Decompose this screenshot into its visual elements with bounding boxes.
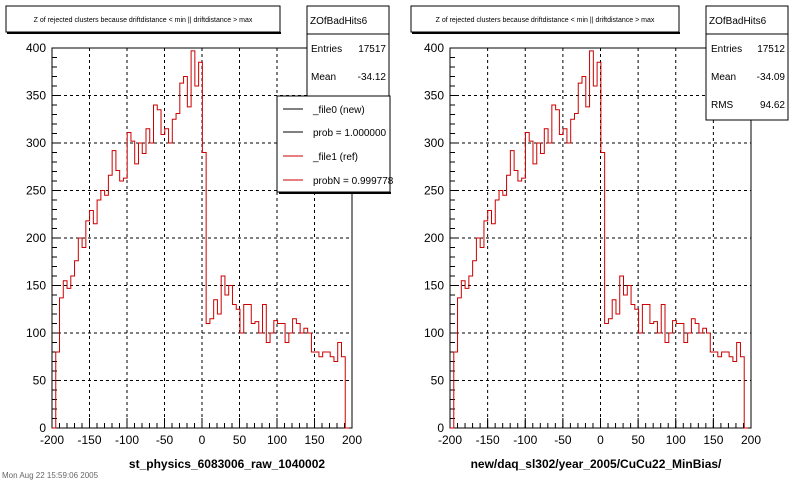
right-stats-box: ZOfBadHits6 Entries 17512 Mean -34.09 RM… <box>705 5 789 121</box>
right-y-tick-label: 350 <box>424 89 444 103</box>
left-x-tick-label: 150 <box>304 433 324 447</box>
left-x-tick-label: 200 <box>342 433 362 447</box>
right-stats-name: ZOfBadHits6 <box>709 16 767 27</box>
right-y-tick-label: 50 <box>431 374 445 388</box>
legend-entry-ref: _file1 (ref) <box>312 152 358 163</box>
right-x-axis-label: new/daq_sl302/year_2005/CuCu22_MinBias/ <box>471 457 722 471</box>
footer-timestamp: Mon Aug 22 15:59:06 2005 <box>2 471 99 480</box>
right-x-tick-label: -200 <box>438 433 462 447</box>
left-stats-entries-value: 17517 <box>358 44 386 55</box>
right-x-tick-label: 100 <box>666 433 686 447</box>
right-y-tick-label: 400 <box>424 41 444 55</box>
right-stats-rms-value: 94.62 <box>760 100 785 111</box>
left-axes: -200 -150 -100 -50 0 50 100 150 200 0 50 100 150 200 2… <box>26 41 362 447</box>
right-x-tick-label: -50 <box>554 433 572 447</box>
right-histogram-pad: Z of rejected clusters because driftdist… <box>410 5 789 471</box>
right-y-tick-label: 100 <box>424 326 444 340</box>
right-y-tick-label: 300 <box>424 136 444 150</box>
right-x-tick-label: 200 <box>741 433 761 447</box>
right-axes: -200 -150 -100 -50 0 50 100 150 200 0 50 100 150 200 2… <box>424 41 761 447</box>
right-x-tick-label: 0 <box>597 433 604 447</box>
left-stats-mean-label: Mean <box>311 72 336 83</box>
left-y-tick-label: 200 <box>26 231 46 245</box>
right-x-tick-label: 50 <box>631 433 645 447</box>
left-y-tick-label: 150 <box>26 279 46 293</box>
right-y-tick-label: 150 <box>424 279 444 293</box>
right-chart-title: Z of rejected clusters because driftdist… <box>436 17 655 24</box>
left-x-tick-label: 100 <box>267 433 287 447</box>
right-histogram-line <box>450 50 748 429</box>
left-y-tick-label: 50 <box>33 374 47 388</box>
right-stats-mean-value: -34.09 <box>757 72 786 83</box>
left-y-tick-label: 300 <box>26 136 46 150</box>
left-x-tick-label: 50 <box>233 433 247 447</box>
right-stats-entries-value: 17512 <box>757 44 785 55</box>
left-x-tick-label: -150 <box>77 433 101 447</box>
left-y-tick-label: 400 <box>26 41 46 55</box>
left-chart-title: Z of rejected clusters because driftdist… <box>34 17 253 24</box>
right-x-tick-label: -150 <box>476 433 500 447</box>
right-x-tick-label: -100 <box>513 433 537 447</box>
left-y-tick-label: 100 <box>26 326 46 340</box>
right-y-tick-label: 200 <box>424 231 444 245</box>
left-x-tick-label: -200 <box>40 433 64 447</box>
left-x-tick-label: 0 <box>199 433 206 447</box>
left-legend: _file0 (new) prob = 1.000000 _file1 (ref… <box>276 95 394 194</box>
left-y-tick-label: 0 <box>39 421 46 435</box>
right-y-tick-label: 0 <box>437 421 444 435</box>
legend-entry-probn: probN = 0.999778 <box>313 176 394 187</box>
left-y-tick-label: 350 <box>26 89 46 103</box>
legend-entry-new: _file0 (new) <box>312 105 365 116</box>
left-stats-mean-value: -34.12 <box>358 72 387 83</box>
left-x-axis-label: st_physics_6083006_raw_1040002 <box>129 457 325 471</box>
right-y-tick-label: 250 <box>424 184 444 198</box>
left-stats-box: ZOfBadHits6 Entries 17517 Mean -34.12 <box>306 5 390 101</box>
right-stats-rms-label: RMS <box>711 100 734 111</box>
right-x-tick-label: 150 <box>703 433 723 447</box>
left-histogram-pad: Z of rejected clusters because driftdist… <box>5 5 394 471</box>
right-stats-entries-label: Entries <box>711 44 742 55</box>
legend-entry-prob: prob = 1.000000 <box>313 128 387 139</box>
right-title-box: Z of rejected clusters because driftdist… <box>410 5 680 34</box>
left-stats-name: ZOfBadHits6 <box>310 16 368 27</box>
left-y-tick-label: 250 <box>26 184 46 198</box>
right-stats-mean-label: Mean <box>711 72 736 83</box>
left-x-tick-label: -100 <box>115 433 139 447</box>
left-stats-entries-label: Entries <box>311 44 342 55</box>
left-title-box: Z of rejected clusters because driftdist… <box>5 5 281 34</box>
left-histogram-line <box>52 50 349 429</box>
left-x-tick-label: -50 <box>156 433 174 447</box>
